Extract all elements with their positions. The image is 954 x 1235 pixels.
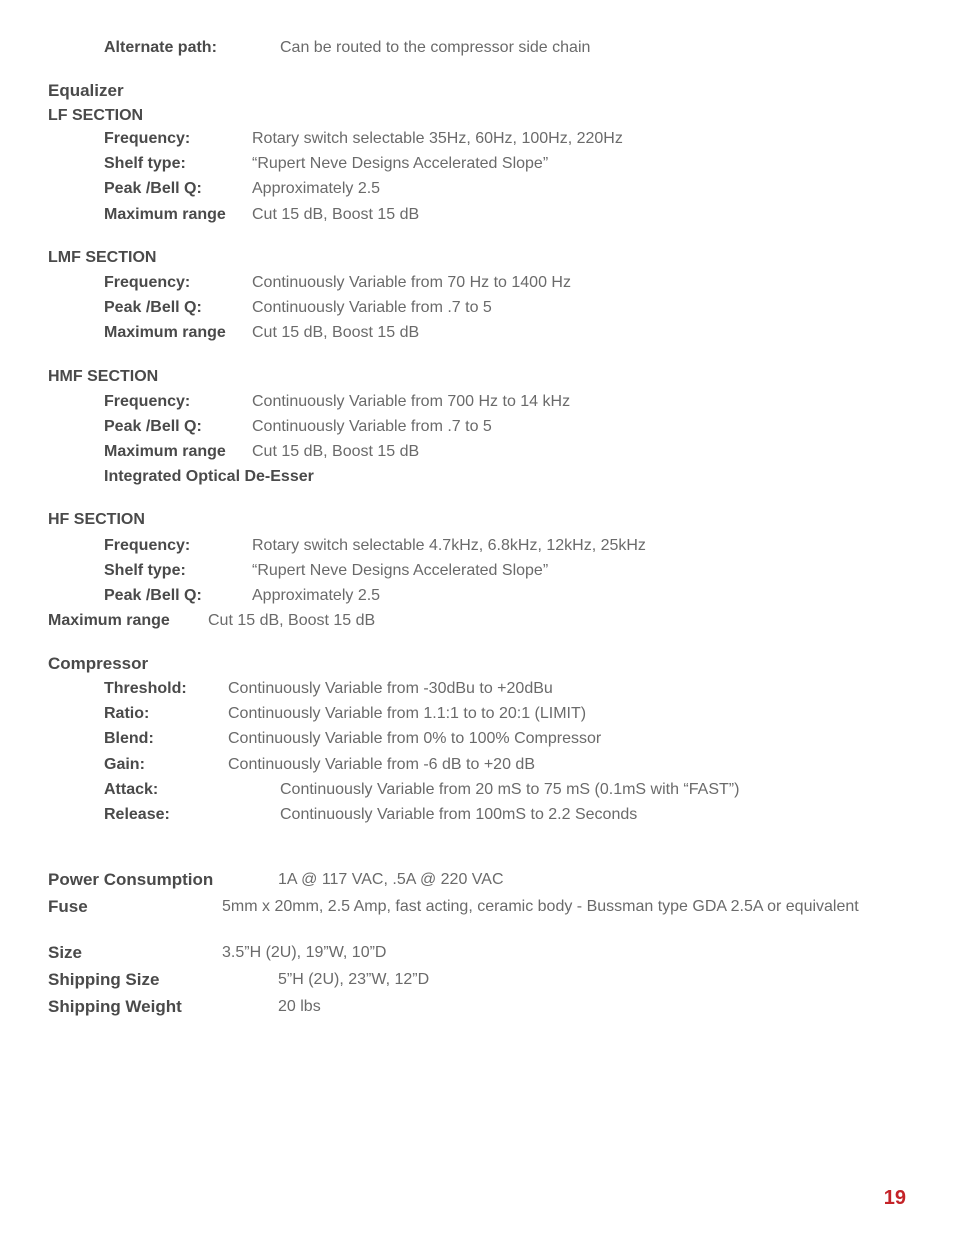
- lf-shelf-label: Shelf type:: [104, 152, 252, 175]
- comp-gain-row: Gain: Continuously Variable from -6 dB t…: [48, 753, 906, 776]
- lmf-max-value: Cut 15 dB, Boost 15 dB: [252, 321, 419, 344]
- comp-threshold-label: Threshold:: [104, 677, 228, 700]
- hmf-max-row: Maximum range Cut 15 dB, Boost 15 dB: [48, 440, 906, 463]
- lmf-max-label: Maximum range: [104, 321, 252, 344]
- hf-freq-row: Frequency: Rotary switch selectable 4.7k…: [48, 534, 906, 557]
- comp-ratio-label: Ratio:: [104, 702, 228, 725]
- comp-gain-label: Gain:: [104, 753, 228, 776]
- ship-weight-value: 20 lbs: [278, 995, 321, 1020]
- hmf-max-value: Cut 15 dB, Boost 15 dB: [252, 440, 419, 463]
- hmf-deesser-row: Integrated Optical De-Esser: [48, 465, 906, 488]
- lf-peak-value: Approximately 2.5: [252, 177, 380, 200]
- lmf-peak-value: Continuously Variable from .7 to 5: [252, 296, 492, 319]
- lf-peak-label: Peak /Bell Q:: [104, 177, 252, 200]
- ship-size-row: Shipping Size 5”H (2U), 23”W, 12”D: [48, 968, 906, 993]
- comp-threshold-value: Continuously Variable from -30dBu to +20…: [228, 677, 553, 700]
- lf-max-value: Cut 15 dB, Boost 15 dB: [252, 203, 419, 226]
- ship-weight-row: Shipping Weight 20 lbs: [48, 995, 906, 1020]
- comp-blend-value: Continuously Variable from 0% to 100% Co…: [228, 727, 601, 750]
- comp-attack-label: Attack:: [104, 778, 280, 801]
- lf-max-label: Maximum range: [104, 203, 252, 226]
- power-value: 1A @ 117 VAC, .5A @ 220 VAC: [278, 868, 504, 893]
- lmf-section-title: LMF SECTION: [48, 246, 906, 269]
- comp-ratio-value: Continuously Variable from 1.1:1 to to 2…: [228, 702, 586, 725]
- lmf-peak-row: Peak /Bell Q: Continuously Variable from…: [48, 296, 906, 319]
- fuse-value: 5mm x 20mm, 2.5 Amp, fast acting, cerami…: [222, 895, 906, 918]
- hf-max-value: Cut 15 dB, Boost 15 dB: [208, 609, 375, 632]
- equalizer-title: Equalizer: [48, 79, 906, 104]
- hf-shelf-value: “Rupert Neve Designs Accelerated Slope”: [252, 559, 548, 582]
- fuse-row: Fuse 5mm x 20mm, 2.5 Amp, fast acting, c…: [48, 895, 906, 920]
- comp-blend-row: Blend: Continuously Variable from 0% to …: [48, 727, 906, 750]
- hf-freq-value: Rotary switch selectable 4.7kHz, 6.8kHz,…: [252, 534, 646, 557]
- lf-freq-row: Frequency: Rotary switch selectable 35Hz…: [48, 127, 906, 150]
- lf-max-row: Maximum range Cut 15 dB, Boost 15 dB: [48, 203, 906, 226]
- lmf-freq-value: Continuously Variable from 70 Hz to 1400…: [252, 271, 571, 294]
- lf-freq-value: Rotary switch selectable 35Hz, 60Hz, 100…: [252, 127, 623, 150]
- hf-peak-value: Approximately 2.5: [252, 584, 380, 607]
- hmf-section-title: HMF SECTION: [48, 365, 906, 388]
- comp-gain-value: Continuously Variable from -6 dB to +20 …: [228, 753, 535, 776]
- page-number: 19: [884, 1184, 906, 1213]
- lf-shelf-value: “Rupert Neve Designs Accelerated Slope”: [252, 152, 548, 175]
- alt-path-label: Alternate path:: [104, 36, 280, 59]
- size-value: 3.5”H (2U), 19”W, 10”D: [222, 941, 386, 966]
- power-row: Power Consumption 1A @ 117 VAC, .5A @ 22…: [48, 868, 906, 893]
- hf-max-row: Maximum range Cut 15 dB, Boost 15 dB: [48, 609, 906, 632]
- lmf-peak-label: Peak /Bell Q:: [104, 296, 252, 319]
- lmf-freq-label: Frequency:: [104, 271, 252, 294]
- comp-attack-row: Attack: Continuously Variable from 20 mS…: [48, 778, 906, 801]
- comp-release-value: Continuously Variable from 100mS to 2.2 …: [280, 803, 637, 826]
- hf-peak-label: Peak /Bell Q:: [104, 584, 252, 607]
- comp-release-row: Release: Continuously Variable from 100m…: [48, 803, 906, 826]
- hmf-peak-label: Peak /Bell Q:: [104, 415, 252, 438]
- hmf-peak-value: Continuously Variable from .7 to 5: [252, 415, 492, 438]
- alt-path-value: Can be routed to the compressor side cha…: [280, 36, 590, 59]
- ship-size-value: 5”H (2U), 23”W, 12”D: [278, 968, 429, 993]
- hmf-freq-label: Frequency:: [104, 390, 252, 413]
- power-label: Power Consumption: [48, 868, 278, 893]
- fuse-label: Fuse: [48, 895, 222, 920]
- compressor-title: Compressor: [48, 652, 906, 677]
- lmf-freq-row: Frequency: Continuously Variable from 70…: [48, 271, 906, 294]
- hf-shelf-label: Shelf type:: [104, 559, 252, 582]
- ship-weight-label: Shipping Weight: [48, 995, 278, 1020]
- hmf-freq-value: Continuously Variable from 700 Hz to 14 …: [252, 390, 570, 413]
- hmf-peak-row: Peak /Bell Q: Continuously Variable from…: [48, 415, 906, 438]
- comp-release-label: Release:: [104, 803, 280, 826]
- hf-freq-label: Frequency:: [104, 534, 252, 557]
- hmf-deesser: Integrated Optical De-Esser: [104, 465, 314, 488]
- comp-blend-label: Blend:: [104, 727, 228, 750]
- lf-peak-row: Peak /Bell Q: Approximately 2.5: [48, 177, 906, 200]
- alt-path-row: Alternate path: Can be routed to the com…: [48, 36, 906, 59]
- lf-shelf-row: Shelf type: “Rupert Neve Designs Acceler…: [48, 152, 906, 175]
- comp-attack-value: Continuously Variable from 20 mS to 75 m…: [280, 778, 739, 801]
- hmf-freq-row: Frequency: Continuously Variable from 70…: [48, 390, 906, 413]
- comp-threshold-row: Threshold: Continuously Variable from -3…: [48, 677, 906, 700]
- hf-max-label: Maximum range: [48, 609, 208, 632]
- comp-ratio-row: Ratio: Continuously Variable from 1.1:1 …: [48, 702, 906, 725]
- size-row: Size 3.5”H (2U), 19”W, 10”D: [48, 941, 906, 966]
- hf-section-title: HF SECTION: [48, 508, 906, 531]
- size-label: Size: [48, 941, 222, 966]
- lf-freq-label: Frequency:: [104, 127, 252, 150]
- hmf-max-label: Maximum range: [104, 440, 252, 463]
- hf-peak-row: Peak /Bell Q: Approximately 2.5: [48, 584, 906, 607]
- ship-size-label: Shipping Size: [48, 968, 278, 993]
- lmf-max-row: Maximum range Cut 15 dB, Boost 15 dB: [48, 321, 906, 344]
- lf-section-title: LF SECTION: [48, 104, 906, 127]
- hf-shelf-row: Shelf type: “Rupert Neve Designs Acceler…: [48, 559, 906, 582]
